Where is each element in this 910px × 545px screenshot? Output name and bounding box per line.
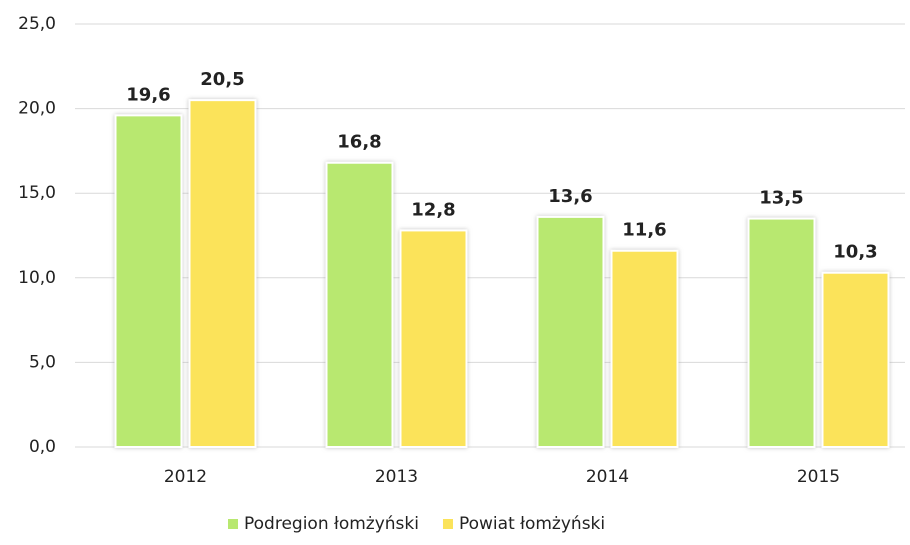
bar [114,114,183,448]
y-tick-label: 10,0 [18,268,56,288]
data-label: 20,5 [200,69,244,90]
legend-swatch [442,519,453,529]
data-label: 19,6 [126,84,170,105]
bar [536,215,605,448]
y-tick-label: 0,0 [29,437,56,457]
y-tick-label: 20,0 [18,99,56,119]
bar [399,229,468,448]
legend-swatch [228,519,238,529]
data-label: 16,8 [337,132,381,153]
data-label: 13,6 [548,186,592,207]
x-tick-label: 2015 [797,467,840,487]
y-tick-label: 5,0 [29,352,56,372]
data-label: 10,3 [833,242,877,263]
data-label: 12,8 [411,199,455,220]
bar [325,161,394,449]
x-tick-label: 2013 [375,467,418,487]
bar [610,249,679,448]
x-tick-label: 2012 [164,467,207,487]
y-tick-label: 25,0 [18,14,56,34]
bar [821,271,890,448]
bar [188,99,257,448]
bar [747,217,816,448]
x-tick-label: 2014 [586,467,629,487]
y-tick-label: 15,0 [18,183,56,203]
data-label: 11,6 [622,220,666,241]
legend-label: Podregion łomżyński [244,514,419,534]
data-label: 13,5 [759,188,803,209]
legend-label: Powiat łomżyński [459,514,605,534]
